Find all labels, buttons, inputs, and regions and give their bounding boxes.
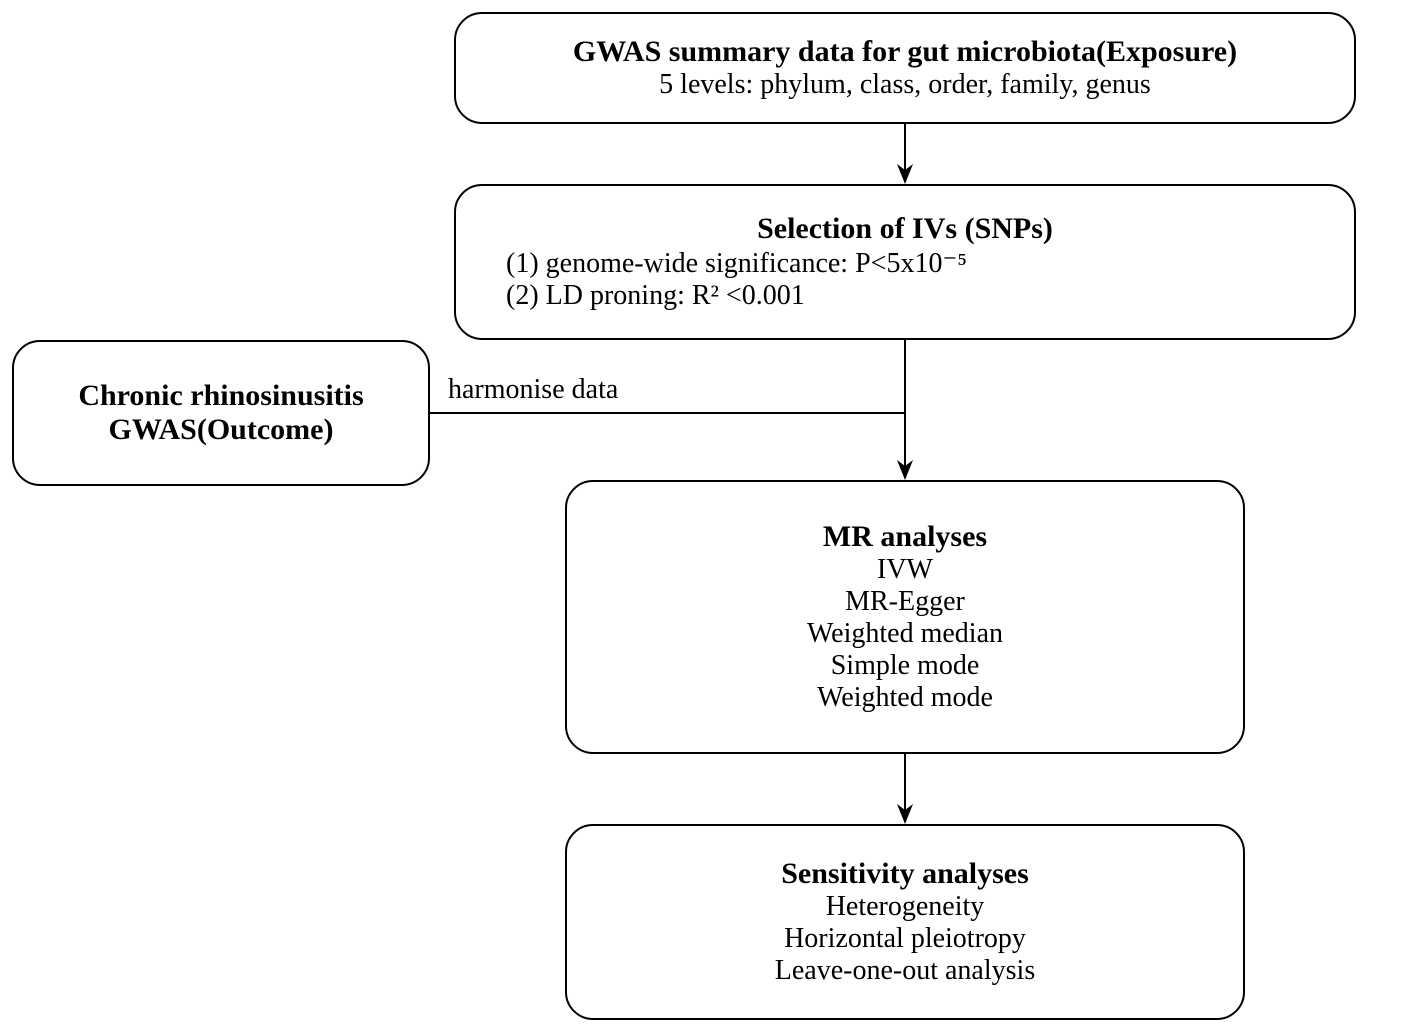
sens-title: Sensitivity analyses: [597, 857, 1213, 891]
exposure-line-0: 5 levels: phylum, class, order, family, …: [486, 69, 1324, 101]
sens-line-2: Leave-one-out analysis: [597, 955, 1213, 987]
edge-label-harmonise: harmonise data: [448, 374, 618, 406]
node-ivs: Selection of IVs (SNPs) (1) genome-wide …: [454, 184, 1356, 340]
mr-title: MR analyses: [597, 520, 1213, 554]
mr-line-3: Simple mode: [597, 650, 1213, 682]
ivs-line-0: (1) genome-wide significance: P<5x10⁻⁵: [486, 246, 1324, 280]
ivs-line-1: (2) LD proning: R² <0.001: [486, 280, 1324, 312]
mr-line-0: IVW: [597, 554, 1213, 586]
mr-line-4: Weighted mode: [597, 682, 1213, 714]
mr-line-1: MR-Egger: [597, 586, 1213, 618]
exposure-title: GWAS summary data for gut microbiota(Exp…: [486, 35, 1324, 69]
ivs-title: Selection of IVs (SNPs): [486, 212, 1324, 246]
outcome-title2: GWAS(Outcome): [44, 413, 398, 447]
node-mr: MR analyses IVW MR-Egger Weighted median…: [565, 480, 1245, 754]
sens-line-0: Heterogeneity: [597, 891, 1213, 923]
node-outcome: Chronic rhinosinusitis GWAS(Outcome): [12, 340, 430, 486]
outcome-title: Chronic rhinosinusitis: [44, 379, 398, 413]
node-sens: Sensitivity analyses Heterogeneity Horiz…: [565, 824, 1245, 1020]
node-exposure: GWAS summary data for gut microbiota(Exp…: [454, 12, 1356, 124]
mr-line-2: Weighted median: [597, 618, 1213, 650]
sens-line-1: Horizontal pleiotropy: [597, 923, 1213, 955]
